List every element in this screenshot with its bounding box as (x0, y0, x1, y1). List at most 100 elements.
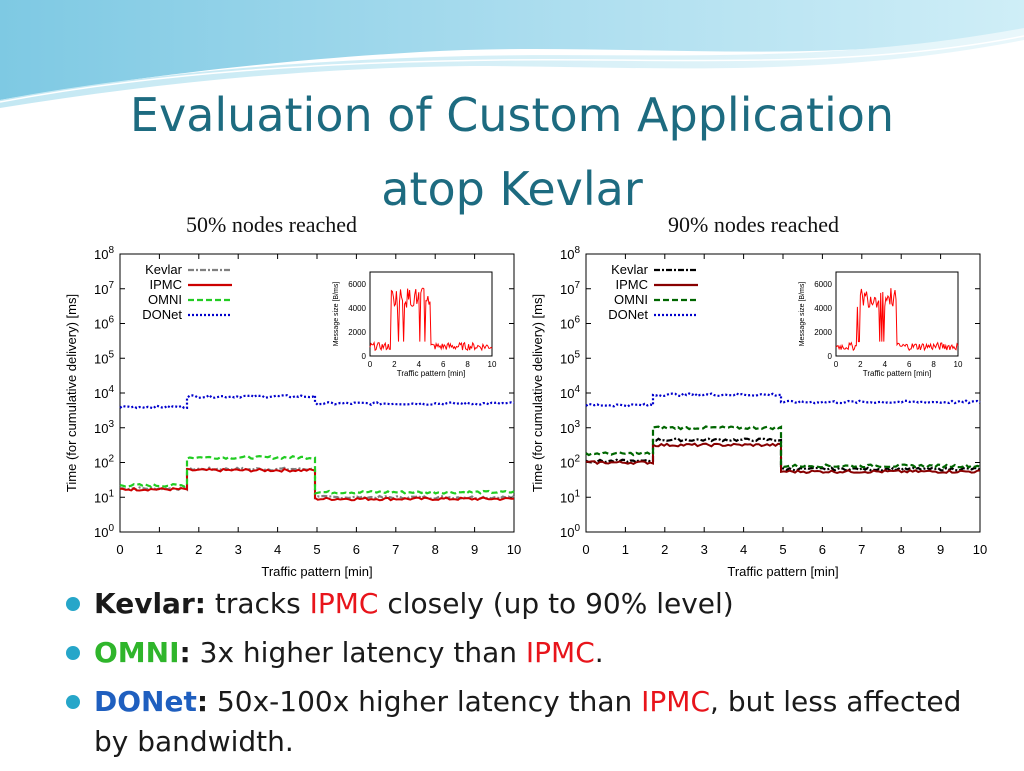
legend-label: OMNI (614, 292, 648, 307)
x-tick-label: 2 (195, 542, 202, 557)
y-tick-label: 104 (94, 384, 114, 401)
header-wave-decoration (0, 0, 1024, 108)
x-tick-label: 7 (392, 542, 399, 557)
legend-label: IPMC (616, 277, 649, 292)
y-tick-label: 105 (560, 349, 580, 366)
inset-x-tick-label: 10 (488, 360, 497, 369)
x-tick-label: 8 (898, 542, 905, 557)
bullet-text: , but less affected by bandwidth. (94, 685, 962, 758)
x-tick-label: 6 (353, 542, 360, 557)
y-tick-label: 104 (560, 384, 580, 401)
x-tick-label: 4 (274, 542, 281, 557)
bullet-key: Kevlar (94, 587, 195, 620)
legend-label: Kevlar (611, 262, 649, 277)
x-tick-label: 9 (937, 542, 944, 557)
y-tick-label: 105 (94, 349, 114, 366)
bullet-ipmc: IPMC (309, 587, 379, 620)
x-tick-label: 2 (661, 542, 668, 557)
inset-x-tick-label: 4 (883, 360, 888, 369)
bullet-ipmc: IPMC (641, 685, 711, 718)
bullet-text: closely (up to 90% level) (378, 587, 734, 620)
inset-x-tick-label: 2 (858, 360, 863, 369)
y-tick-label: 101 (94, 488, 114, 505)
inset-x-tick-label: 2 (392, 360, 397, 369)
y-tick-label: 102 (560, 454, 580, 471)
bullet-key: DONet (94, 685, 197, 718)
x-axis-label: Traffic pattern [min] (261, 564, 372, 579)
y-tick-label: 107 (560, 280, 580, 297)
inset-y-axis-label: Message size [B/ms] (799, 282, 806, 347)
bullet-colon: : (194, 587, 206, 620)
x-tick-label: 3 (701, 542, 708, 557)
inset-y-tick-label: 2000 (348, 328, 366, 337)
inset-x-tick-label: 0 (368, 360, 373, 369)
bullet-dot-icon (66, 597, 80, 611)
inset-y-tick-label: 0 (362, 352, 367, 361)
y-tick-label: 103 (560, 419, 580, 436)
inset-y-tick-label: 4000 (814, 304, 832, 313)
bullet-text: 50x-100x higher latency than (208, 685, 642, 718)
bullet-colon: : (179, 636, 191, 669)
inset-x-tick-label: 10 (954, 360, 963, 369)
inset-x-tick-label: 6 (441, 360, 446, 369)
inset-series-line (369, 287, 493, 352)
chart-caption-right: 90% nodes reached (668, 212, 840, 237)
x-tick-label: 1 (622, 542, 629, 557)
bullet-item-donet: DONet: 50x-100x higher latency than IPMC… (62, 682, 962, 762)
x-tick-label: 9 (471, 542, 478, 557)
series-line-donet (119, 393, 515, 410)
y-tick-label: 102 (94, 454, 114, 471)
bullet-list: Kevlar: tracks IPMC closely (up to 90% l… (62, 584, 962, 771)
chart-caption-left: 50% nodes reached (186, 212, 358, 237)
inset-y-tick-label: 6000 (814, 280, 832, 289)
y-tick-label: 100 (560, 523, 580, 540)
legend-label: OMNI (148, 292, 182, 307)
y-tick-label: 108 (94, 246, 114, 262)
legend-label: DONet (608, 307, 648, 322)
y-tick-label: 103 (94, 419, 114, 436)
series-line-omni (585, 425, 981, 469)
x-axis-label: Traffic pattern [min] (727, 564, 838, 579)
x-tick-label: 6 (819, 542, 826, 557)
bullet-ipmc: IPMC (525, 636, 595, 669)
bullet-dot-icon (66, 695, 80, 709)
y-tick-label: 101 (560, 488, 580, 505)
bullet-key: OMNI (94, 636, 180, 669)
inset-x-tick-label: 8 (465, 360, 470, 369)
series-line-donet (585, 391, 981, 408)
bullet-text: tracks (205, 587, 310, 620)
bullet-item-omni: OMNI: 3x higher latency than IPMC. (62, 633, 962, 673)
inset-series-line (835, 288, 959, 352)
x-tick-label: 5 (779, 542, 786, 557)
x-tick-label: 5 (313, 542, 320, 557)
y-tick-label: 108 (560, 246, 580, 262)
title-line-2: atop Kevlar (381, 162, 643, 216)
bullet-text: . (594, 636, 604, 669)
x-tick-label: 1 (156, 542, 163, 557)
y-tick-label: 100 (94, 523, 114, 540)
legend-label: Kevlar (145, 262, 183, 277)
x-tick-label: 8 (432, 542, 439, 557)
x-tick-label: 10 (973, 542, 987, 557)
legend-label: IPMC (150, 277, 183, 292)
x-tick-label: 0 (582, 542, 589, 557)
x-tick-label: 3 (235, 542, 242, 557)
inset-y-tick-label: 6000 (348, 280, 366, 289)
x-tick-label: 4 (740, 542, 747, 557)
series-line-omni (119, 454, 515, 495)
bullet-text: 3x higher latency than (190, 636, 526, 669)
bullet-item-kevlar: Kevlar: tracks IPMC closely (up to 90% l… (62, 584, 962, 624)
title-line-1: Evaluation of Custom Application (129, 88, 895, 142)
y-tick-label: 107 (94, 280, 114, 297)
inset-x-axis-label: Traffic pattern [min] (863, 369, 931, 378)
inset-y-tick-label: 2000 (814, 328, 832, 337)
slide-title: Evaluation of Custom Application atop Ke… (60, 78, 964, 226)
y-tick-label: 106 (560, 315, 580, 332)
legend-label: DONet (142, 307, 182, 322)
bullet-dot-icon (66, 646, 80, 660)
x-tick-label: 10 (507, 542, 521, 557)
inset-y-tick-label: 4000 (348, 304, 366, 313)
inset-y-tick-label: 0 (828, 352, 833, 361)
inset-x-tick-label: 4 (417, 360, 422, 369)
x-tick-label: 0 (116, 542, 123, 557)
